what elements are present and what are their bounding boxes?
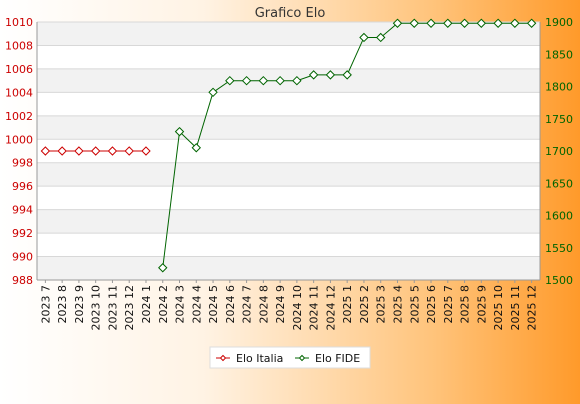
elo-fide-point [476, 18, 487, 28]
x-tick-label: 2024 12 [324, 285, 337, 331]
elo-italia-point [40, 146, 51, 156]
legend-label-elo-italia: Elo Italia [236, 352, 283, 365]
x-tick-label: 2023 10 [90, 285, 103, 331]
x-tick-label: 2023 9 [73, 285, 86, 324]
x-tick-label: 2024 9 [274, 285, 287, 324]
x-tick-label: 2024 4 [190, 285, 203, 324]
x-tick-label: 2024 11 [308, 285, 321, 331]
legend-marker-elo-fide [298, 354, 306, 362]
elo-fide-point [308, 70, 319, 80]
x-tick-label: 2025 4 [391, 285, 404, 324]
x-tick-label: 2023 12 [123, 285, 136, 331]
y-left-tick-label: 990 [12, 251, 33, 264]
y-right-tick-label: 1600 [545, 210, 573, 223]
legend-box [209, 346, 371, 369]
y-left-tick-label: 1000 [5, 133, 33, 146]
x-tick-label: 2025 3 [375, 285, 388, 324]
chart-legend: Elo Italia Elo FIDE [209, 346, 371, 369]
elo-fide-point [426, 18, 436, 28]
elo-fide-point [325, 70, 336, 80]
chart-title: Grafico Elo [255, 6, 326, 21]
y-left-tick-label: 994 [12, 204, 33, 217]
y-left-tick-label: 1006 [5, 63, 33, 76]
elo-fide-point [275, 75, 285, 86]
x-tick-label: 2024 8 [257, 285, 270, 324]
elo-fide-point [174, 126, 185, 137]
elo-fide-point [191, 143, 201, 153]
x-tick-label: 2024 6 [224, 285, 237, 324]
y-right-tick-label: 1900 [545, 16, 573, 29]
elo-fide-point [526, 18, 537, 28]
x-tick-label: 2024 2 [157, 285, 170, 324]
legend-label-elo-fide: Elo FIDE [315, 352, 360, 365]
elo-fide-point [292, 75, 302, 86]
elo-italia-point [124, 146, 134, 156]
y-right-tick-label: 1550 [545, 242, 573, 255]
x-tick-label: 2025 10 [492, 285, 505, 331]
legend-marker-elo-italia [219, 354, 227, 362]
y-right-tick-label: 1650 [545, 177, 573, 190]
y-left-tick-label: 988 [12, 274, 33, 287]
y-left-tick-label: 1008 [5, 39, 33, 52]
grid-band [37, 256, 540, 280]
x-tick-label: 2025 11 [509, 285, 522, 331]
x-tick-label: 2025 9 [475, 285, 488, 324]
x-tick-label: 2024 10 [291, 285, 304, 331]
elo-fide-point [376, 32, 386, 43]
x-tick-label: 2023 8 [56, 285, 69, 324]
x-tick-label: 2023 11 [106, 285, 119, 331]
y-left-tick-label: 992 [12, 227, 33, 240]
x-tick-label: 2024 7 [241, 285, 254, 324]
elo-fide-point [459, 18, 470, 28]
elo-italia-point [141, 146, 151, 156]
grid-band [37, 162, 540, 187]
elo-fide-point [258, 75, 269, 86]
y-left-tick-label: 1010 [5, 16, 33, 29]
x-tick-label: 2025 12 [526, 285, 539, 331]
y-right-tick-label: 1750 [545, 113, 573, 126]
elo-fide-point [493, 18, 503, 28]
x-tick-label: 2025 5 [408, 285, 421, 324]
elo-fide-point [158, 263, 168, 273]
elo-italia-point [107, 146, 118, 156]
elo-fide-point [443, 18, 453, 28]
y-left-tick-label: 1002 [5, 110, 33, 123]
elo-fide-point [225, 75, 235, 86]
elo-fide-point [359, 32, 369, 43]
elo-italia-point [74, 146, 84, 156]
y-right-tick-label: 1500 [545, 274, 573, 287]
grid-band [37, 209, 540, 234]
x-tick-label: 2024 5 [207, 285, 220, 324]
elo-fide-point [510, 18, 520, 28]
elo-fide-point [409, 18, 419, 28]
y-right-tick-label: 1700 [545, 145, 573, 158]
elo-italia-point [57, 146, 67, 156]
x-tick-label: 2025 7 [442, 285, 455, 324]
x-tick-label: 2025 6 [425, 285, 438, 324]
elo-italia-point [90, 146, 101, 156]
x-tick-label: 2024 1 [140, 285, 153, 324]
y-right-tick-label: 1850 [545, 48, 573, 61]
y-left-tick-label: 998 [12, 157, 33, 170]
elo-fide-point [392, 18, 403, 28]
y-left-tick-label: 1004 [5, 86, 33, 99]
x-tick-label: 2023 7 [39, 285, 52, 324]
y-right-tick-label: 1800 [545, 81, 573, 94]
x-tick-label: 2024 3 [174, 285, 187, 324]
x-tick-label: 2025 1 [341, 285, 354, 324]
x-tick-label: 2025 2 [358, 285, 371, 324]
y-left-tick-label: 996 [12, 180, 33, 193]
elo-fide-point [342, 70, 352, 80]
grid-band [37, 115, 540, 140]
elo-fide-point [241, 75, 252, 86]
x-tick-label: 2025 8 [459, 285, 472, 324]
elo-fide-point [208, 87, 218, 98]
